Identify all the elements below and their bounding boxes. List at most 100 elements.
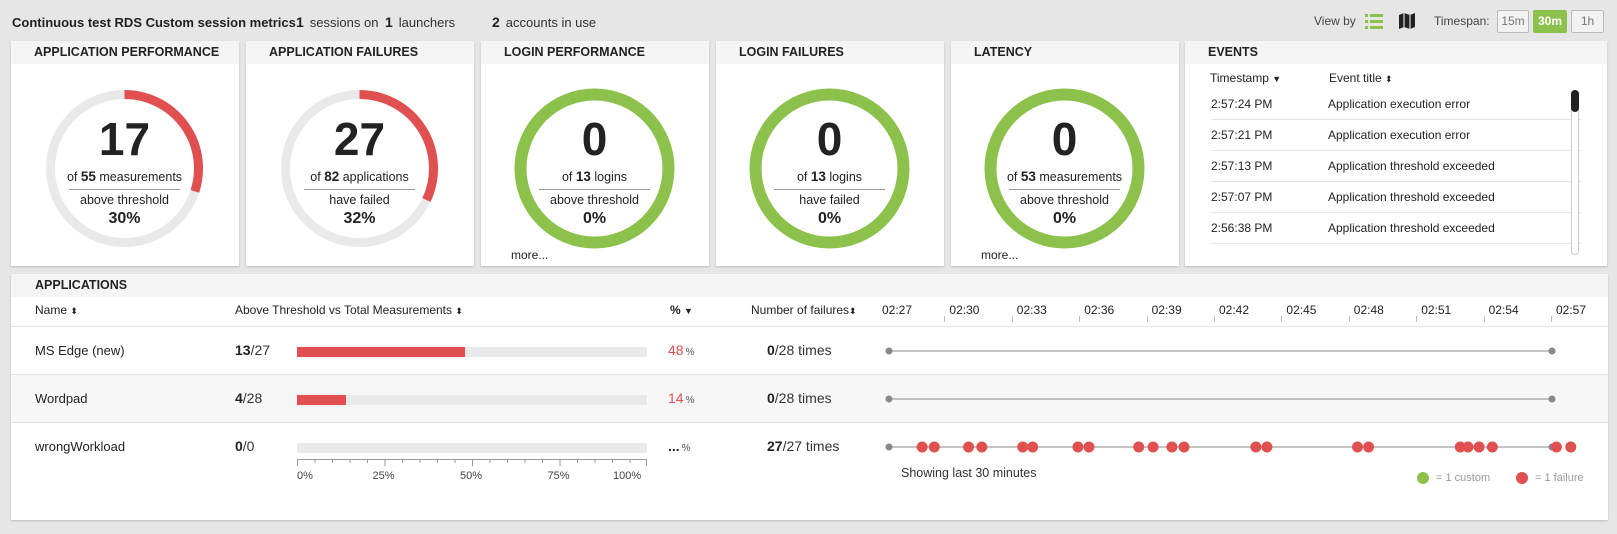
event-row[interactable]: 2:57:24 PM Application execution error: [1211, 88, 1582, 120]
list-view-icon[interactable]: [1365, 14, 1383, 29]
top-bar: Continuous test RDS Custom session metri…: [0, 0, 1617, 42]
failure-timeline: [885, 347, 1556, 355]
row-failures: 0/28 times: [767, 390, 832, 406]
event-title: Application threshold exceeded: [1328, 221, 1495, 235]
legend-custom-dot: [1417, 472, 1429, 484]
table-row[interactable]: wrongWorkload 0/0 ...% 27/27 times: [11, 422, 1608, 470]
view-by-label: View by: [1314, 14, 1356, 28]
event-row[interactable]: 2:56:38 PM Application threshold exceeded: [1211, 212, 1582, 244]
metric-percentage: 32%: [343, 210, 376, 227]
map-view-icon[interactable]: [1398, 12, 1416, 30]
metric-gauge-text: 0 of 13 logins have failed 0%: [747, 86, 912, 251]
time-label: 02:51: [1421, 303, 1452, 317]
timespan-15m-button[interactable]: 15m: [1497, 10, 1529, 33]
metric-percentage: 30%: [108, 210, 141, 227]
row-failures: 27/27 times: [767, 438, 840, 454]
metric-gauge: [984, 88, 1145, 249]
time-tick: [944, 316, 946, 322]
failure-dot: [928, 441, 940, 453]
metric-label: above threshold: [550, 193, 639, 207]
table-row[interactable]: Wordpad 4/28 14% 0/28 times: [11, 374, 1608, 422]
metric-divider: [539, 189, 650, 190]
timeline-endpoint: [885, 347, 893, 355]
time-tick: [1483, 316, 1485, 322]
row-name: Wordpad: [35, 391, 88, 406]
event-row[interactable]: 2:57:13 PM Application threshold exceeded: [1211, 150, 1582, 182]
axis-label: 50%: [460, 470, 483, 482]
metric-card-title: APPLICATION PERFORMANCE: [11, 41, 239, 64]
failure-dot: [1017, 441, 1029, 453]
failure-dot: [1261, 441, 1273, 453]
metric-value: 0: [581, 113, 608, 165]
timespan-1h-button[interactable]: 1h: [1571, 10, 1604, 33]
timeline-endpoint: [885, 395, 893, 403]
events-card: EVENTS Timestamp ▼ Event title ⬍ 2:57:24…: [1185, 41, 1607, 266]
metric-gauge: [749, 88, 910, 249]
metric-value: 0: [1051, 113, 1078, 165]
launchers-stat: 1 launchers: [385, 14, 456, 30]
time-label: 02:36: [1084, 303, 1115, 317]
sort-desc-icon: ▼: [1272, 74, 1282, 84]
name-column-header[interactable]: Name ⬍: [35, 303, 78, 317]
metric-gauge-text: 0 of 53 measurements above threshold 0%: [982, 86, 1147, 251]
gauge-ring: [749, 88, 910, 249]
failure-dot: [1072, 441, 1084, 453]
metric-gauge: [514, 88, 675, 249]
failure-dot: [1565, 441, 1577, 453]
metric-value: 17: [98, 113, 151, 165]
metric-of-total: of 82 applications: [310, 169, 409, 184]
failure-dot: [1486, 441, 1498, 453]
event-timestamp: 2:57:24 PM: [1211, 97, 1273, 111]
threshold-bar-fill: [297, 347, 465, 357]
timespan-30m-button[interactable]: 30m: [1533, 10, 1567, 33]
applications-panel: APPLICATIONS Name ⬍ Above Threshold vs T…: [11, 274, 1608, 520]
page-title: Continuous test RDS Custom session metri…: [12, 15, 296, 30]
axis-label: 0%: [297, 470, 313, 482]
failure-dot: [1363, 441, 1375, 453]
table-row[interactable]: MS Edge (new) 13/27 48% 0/28 times: [11, 326, 1608, 374]
events-scrollbar[interactable]: [1571, 90, 1579, 255]
time-label: 02:48: [1353, 303, 1384, 317]
row-name: MS Edge (new): [35, 343, 125, 358]
metric-card-title: LOGIN FAILURES: [716, 41, 944, 64]
failure-dot: [1083, 441, 1095, 453]
row-name: wrongWorkload: [35, 439, 126, 454]
sort-icon: ⬍: [70, 306, 78, 316]
event-title: Application threshold exceeded: [1328, 159, 1495, 173]
more-link[interactable]: more...: [981, 248, 1019, 262]
gauge-arc: [359, 90, 438, 202]
timestamp-column-header[interactable]: Timestamp ▼: [1210, 71, 1282, 85]
sort-icon: ⬍: [1385, 74, 1393, 84]
metric-card-title: APPLICATION FAILURES: [246, 41, 474, 64]
events-scrollbar-thumb[interactable]: [1571, 90, 1579, 112]
row-pct: 14%: [668, 390, 695, 406]
more-link[interactable]: more...: [511, 248, 549, 262]
metric-of-total: of 13 logins: [561, 169, 628, 184]
failures-column-header[interactable]: Number of failures⬍: [751, 303, 857, 317]
failure-timeline: [885, 395, 1556, 403]
timeline-endpoint: [885, 443, 893, 451]
row-threshold-count: 0/0: [235, 438, 255, 454]
event-title-column-header[interactable]: Event title ⬍: [1329, 71, 1393, 85]
metric-label: have failed: [799, 193, 860, 207]
failure-dot: [1550, 441, 1562, 453]
legend-failure-label: = 1 failure: [1535, 472, 1584, 484]
event-row[interactable]: 2:57:07 PM Application threshold exceeded: [1211, 181, 1582, 213]
events-title: EVENTS: [1185, 41, 1607, 64]
event-timestamp: 2:57:13 PM: [1211, 159, 1273, 173]
metric-of-total: of 53 measurements: [1006, 169, 1123, 184]
metric-value: 0: [816, 113, 843, 165]
applications-title: APPLICATIONS: [11, 274, 1608, 297]
failure-dot: [1133, 441, 1145, 453]
threshold-bar-fill: [297, 395, 346, 405]
threshold-axis: 0% 25% 50% 75% 100%: [297, 459, 647, 489]
threshold-column-header[interactable]: Above Threshold vs Total Measurements ⬍: [235, 303, 463, 317]
metric-card: APPLICATION FAILURES 27 of 82 applicatio…: [246, 41, 474, 266]
event-row[interactable]: 2:57:21 PM Application execution error: [1211, 119, 1582, 151]
metric-gauge-text: 0 of 13 logins above threshold 0%: [512, 86, 677, 251]
metric-divider: [1009, 189, 1120, 190]
event-timestamp: 2:57:07 PM: [1211, 190, 1273, 204]
failure-dot: [1178, 441, 1190, 453]
threshold-bar-track: [297, 347, 647, 357]
pct-column-header[interactable]: % ▼: [670, 303, 693, 317]
